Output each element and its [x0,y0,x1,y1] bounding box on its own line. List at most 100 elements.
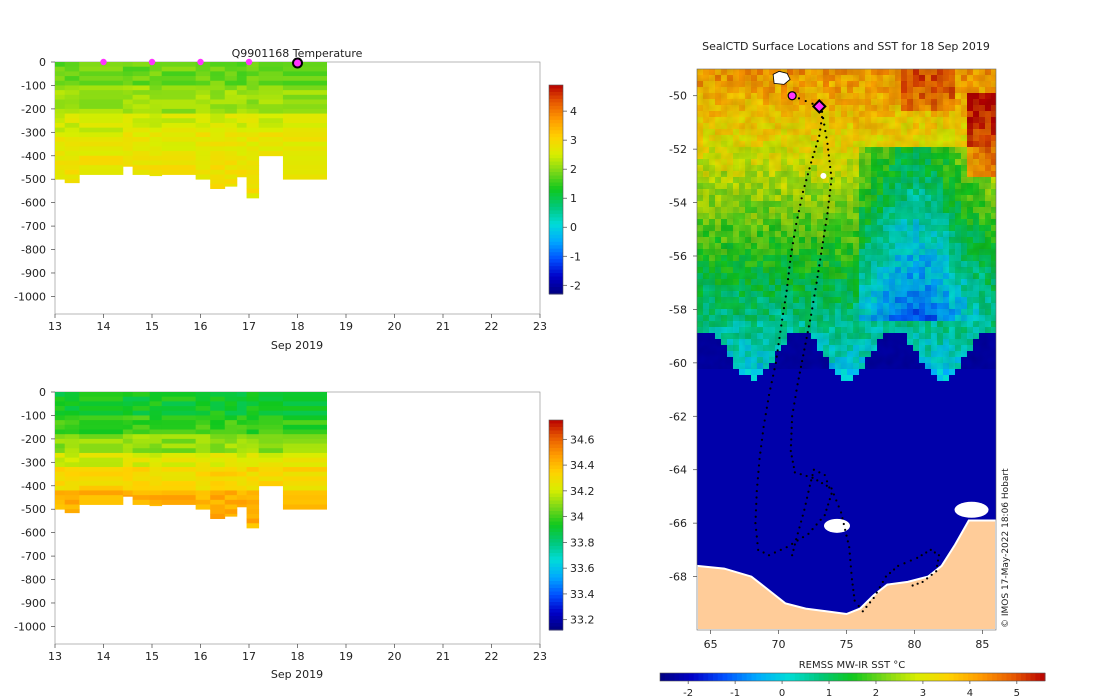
sst-cell [697,477,704,484]
section-cell [224,146,238,152]
sst-cell [733,537,740,544]
sst-cell [859,513,866,520]
colorbar-segment [549,203,563,208]
sst-cell [799,489,806,496]
sst-cell [931,381,938,388]
section-cell [132,434,150,440]
sst-cell [925,477,932,484]
sst-cell [847,507,854,514]
sst-cell [781,543,788,550]
section-cell [64,467,80,473]
sst-cell [697,471,704,478]
sst-cell [799,471,806,478]
section-cell [246,80,260,86]
sst-cell [793,489,800,496]
section-cell [161,420,197,426]
section-cell [224,420,238,426]
section-cell [282,66,327,72]
sst-cell [865,423,872,430]
sst-cell [805,501,812,508]
section-cell [246,94,260,100]
section-cell [246,155,260,161]
sst-cell [787,471,794,478]
sst-cell [973,405,980,412]
sst-cell [949,537,956,544]
section-cell [79,165,124,171]
sst-cell [769,531,776,538]
sst-cell [883,459,890,466]
y-tick-label: -600 [21,527,46,540]
section-cell [149,85,163,91]
sst-cell [739,375,746,382]
sst-cell [877,399,884,406]
sst-cell [895,393,902,400]
sst-cell [943,531,950,538]
sst-cell [727,381,734,388]
section-cell [64,448,80,454]
colorbar-segment [549,186,563,190]
section-cell [282,467,327,473]
sst-cell [913,447,920,454]
sst-cell [703,369,710,376]
sst-cell [889,369,896,376]
sst-cell [847,531,854,538]
section-cell [149,415,163,421]
sst-cell [799,369,806,376]
section-cell [122,438,133,444]
sst-cell [739,453,746,460]
sst-cell [889,531,896,538]
sst-cell [931,369,938,376]
sst-cell [919,405,926,412]
sst-cell [793,513,800,520]
section-cell [79,99,124,105]
section-cell [64,429,80,435]
section-cell [258,406,284,412]
section-cell [149,146,163,152]
section-cell [122,471,133,477]
section-cell [246,122,260,129]
section-cell [55,127,66,133]
sst-cell [871,549,878,556]
sst-cell [931,435,938,442]
section-cell [122,151,133,157]
sst-cell [877,459,884,466]
section-cell [224,509,238,515]
section-cell [224,113,238,119]
sst-cell [805,447,812,454]
section-cell [149,99,163,105]
sst-cell [811,459,818,466]
sst-cell [727,399,734,406]
sst-cell [763,483,770,490]
sst-cell [751,519,758,526]
y-tick-label: 0 [39,56,46,69]
sst-cell [889,483,896,490]
section-cell [236,392,247,398]
sst-cell [943,471,950,478]
sst-cell [949,411,956,418]
sst-cell [841,483,848,490]
section-cell [79,457,124,463]
x-tick-label: 15 [145,650,159,663]
sst-cell [949,513,956,520]
section-cell [282,127,327,133]
section-cell [161,434,197,440]
sst-cell [949,447,956,454]
section-cell [79,420,124,426]
sst-cell [925,423,932,430]
sst-cell [739,483,746,490]
sst-cell [847,453,854,460]
sst-cell [817,411,824,418]
section-cell [224,485,238,491]
colorbar-segment [549,252,563,257]
sst-cell [811,495,818,502]
sst-cell [901,483,908,490]
sst-cell [949,465,956,472]
sst-cell [835,369,842,376]
section-cell [55,76,66,82]
sst-cell [883,489,890,496]
x-tick-label: 14 [97,650,111,663]
section-cell [161,406,197,412]
sst-cell [727,495,734,502]
sst-cell [937,459,944,466]
sst-cell [787,501,794,508]
